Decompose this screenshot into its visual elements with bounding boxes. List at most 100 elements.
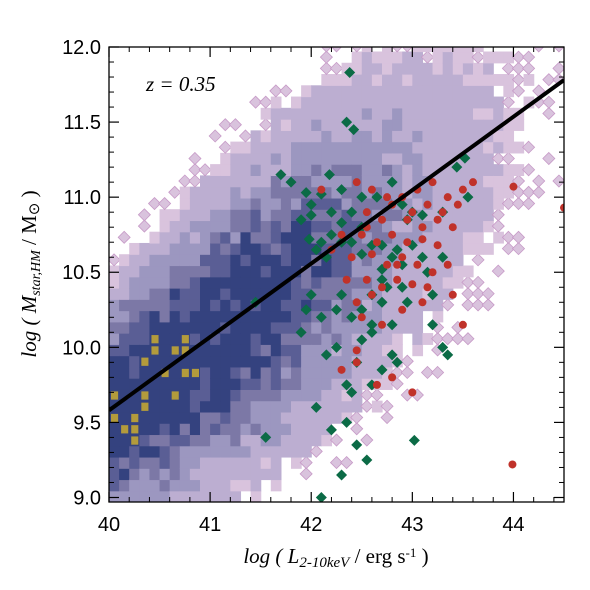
density-cell — [552, 174, 564, 188]
density-cell — [291, 321, 302, 334]
density-cell — [210, 411, 221, 424]
density-cell — [260, 220, 272, 233]
density-cell — [462, 175, 474, 188]
green-point — [437, 341, 449, 353]
density-cell — [402, 74, 413, 86]
density-cell — [361, 164, 373, 176]
density-cell — [159, 242, 171, 255]
density-cell — [422, 119, 434, 131]
red-point — [469, 178, 477, 187]
density-cell — [270, 265, 282, 278]
density-cell — [513, 164, 525, 176]
density-cell — [260, 310, 272, 323]
density-cell — [200, 299, 211, 312]
density-cell — [412, 119, 424, 131]
density-cell — [432, 85, 444, 98]
green-point — [331, 341, 342, 353]
green-point — [344, 67, 356, 79]
density-cell — [291, 197, 302, 210]
density-cell — [321, 209, 333, 222]
density-cell — [371, 242, 383, 255]
density-cell — [511, 230, 526, 244]
density-cell — [321, 85, 333, 98]
density-cell — [361, 288, 373, 300]
density-cell — [483, 51, 494, 64]
density-cell — [452, 209, 464, 222]
density-cell — [392, 310, 403, 323]
density-cell — [341, 152, 353, 165]
density-cell — [179, 276, 191, 289]
density-cell — [493, 107, 504, 120]
density-cell — [158, 196, 172, 211]
density-cell — [503, 119, 515, 131]
green-point — [336, 217, 348, 229]
density-cell — [462, 130, 474, 143]
density-cell — [351, 288, 363, 300]
density-cell — [210, 456, 221, 469]
density-cell — [412, 265, 424, 278]
density-cell — [250, 310, 262, 323]
red-point — [388, 230, 397, 239]
density-cell — [291, 411, 302, 424]
density-cell — [462, 220, 474, 233]
density-cell — [442, 197, 454, 210]
density-cell — [249, 95, 263, 109]
density-cell — [321, 175, 333, 188]
density-cell — [230, 276, 242, 289]
density-cell — [311, 141, 322, 154]
density-cell — [523, 96, 535, 109]
density-cell — [442, 51, 454, 64]
density-cell — [230, 186, 242, 199]
density-cell — [159, 378, 171, 390]
red-point — [418, 223, 427, 232]
density-cell — [240, 299, 252, 312]
red-point — [362, 275, 371, 284]
density-cell — [189, 456, 201, 469]
density-cell — [200, 490, 211, 502]
density-cell — [210, 378, 221, 390]
density-cell — [119, 310, 130, 323]
density-cell — [341, 197, 353, 210]
density-cell — [301, 400, 312, 413]
density-cell — [412, 197, 424, 210]
density-peak — [181, 368, 189, 378]
density-cell — [321, 378, 333, 390]
density-cell — [178, 174, 192, 188]
density-cell — [250, 254, 262, 267]
density-cell — [291, 209, 302, 222]
density-cell — [301, 220, 312, 233]
density-cell — [311, 130, 322, 143]
density-cell — [220, 152, 231, 165]
density-cell — [260, 299, 272, 312]
density-cell — [230, 400, 242, 413]
density-cell — [422, 276, 434, 289]
density-cell — [291, 434, 302, 447]
density-cell — [522, 50, 536, 64]
density-cell — [511, 73, 526, 87]
density-cell — [250, 209, 262, 222]
density-cell — [503, 164, 515, 176]
red-point — [423, 200, 432, 209]
density-cell — [291, 310, 302, 323]
density-cell — [159, 344, 171, 357]
density-cell — [250, 276, 262, 289]
green-point — [336, 289, 348, 301]
density-cell — [331, 47, 342, 53]
density-cell — [412, 164, 424, 176]
density-cell — [240, 152, 252, 165]
density-cell — [189, 288, 201, 300]
density-cell — [461, 287, 475, 301]
density-cell — [392, 299, 403, 312]
density-cell — [392, 333, 403, 345]
density-cell — [351, 321, 363, 334]
density-cell — [240, 209, 252, 222]
density-cell — [341, 254, 353, 267]
density-cell — [280, 445, 292, 458]
density-cell — [230, 434, 242, 447]
density-cell — [301, 423, 312, 436]
density-cell — [371, 96, 383, 109]
density-cell — [491, 219, 505, 233]
density-cell — [452, 74, 464, 86]
density-cell — [169, 276, 181, 289]
density-cell — [422, 107, 434, 120]
